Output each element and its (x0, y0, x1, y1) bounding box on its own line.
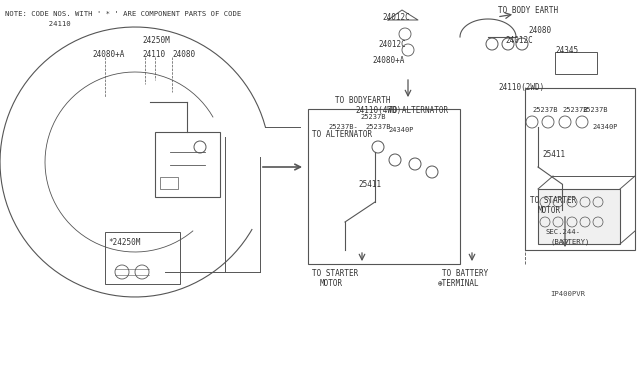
Text: TO ALTERNATOR: TO ALTERNATOR (388, 106, 448, 115)
Bar (160, 177, 178, 189)
Text: TO ALTERNATOR: TO ALTERNATOR (312, 129, 372, 138)
Bar (308, 109, 460, 264)
Text: 24012C: 24012C (505, 35, 532, 45)
Bar (555, 52, 597, 74)
Text: 24012C: 24012C (382, 13, 410, 22)
Text: 24110(4WD): 24110(4WD) (355, 106, 401, 115)
Text: IP400PVR: IP400PVR (550, 291, 585, 297)
Bar (155, 132, 220, 197)
Text: TO BODYEARTH: TO BODYEARTH (335, 96, 390, 105)
Text: TO STARTER: TO STARTER (312, 269, 358, 279)
Text: TO STARTER: TO STARTER (530, 196, 576, 205)
Text: 24080+A: 24080+A (92, 49, 124, 58)
Text: 25237B: 25237B (582, 107, 607, 113)
Text: NOTE: CODE NOS. WITH ' * ' ARE COMPONENT PARTS OF CODE: NOTE: CODE NOS. WITH ' * ' ARE COMPONENT… (5, 11, 241, 17)
Text: TO BATTERY: TO BATTERY (442, 269, 488, 279)
Text: 24250M: 24250M (142, 35, 170, 45)
Text: 24340P: 24340P (388, 127, 413, 133)
Text: 24110: 24110 (142, 49, 165, 58)
Text: 24080: 24080 (172, 49, 195, 58)
Text: 24340P: 24340P (592, 124, 618, 130)
Text: *24250M: *24250M (108, 237, 140, 247)
Text: 25237B: 25237B (360, 114, 385, 120)
Text: 25411: 25411 (542, 150, 565, 158)
Text: MOTOR: MOTOR (538, 205, 561, 215)
Text: 25237B: 25237B (532, 107, 557, 113)
Bar (105, 232, 180, 284)
Text: 24080+A: 24080+A (372, 55, 404, 64)
Text: 24110(2WD): 24110(2WD) (498, 83, 544, 92)
Text: 24080: 24080 (528, 26, 551, 35)
Text: TO BODY EARTH: TO BODY EARTH (498, 6, 558, 15)
Text: 25237B-: 25237B- (328, 124, 358, 130)
Bar (525, 88, 635, 250)
Text: SEC.244-: SEC.244- (545, 229, 580, 235)
Text: 24012C: 24012C (378, 39, 406, 48)
Text: 24345: 24345 (555, 45, 578, 55)
Text: ⊕TERMINAL: ⊕TERMINAL (438, 279, 479, 289)
Text: 25237B: 25237B (365, 124, 390, 130)
Text: 25411: 25411 (358, 180, 381, 189)
Text: 24110: 24110 (5, 21, 70, 27)
Text: 25237B: 25237B (562, 107, 588, 113)
Bar (538, 189, 620, 244)
Text: MOTOR: MOTOR (320, 279, 343, 289)
Text: (BATTERY): (BATTERY) (550, 239, 589, 245)
